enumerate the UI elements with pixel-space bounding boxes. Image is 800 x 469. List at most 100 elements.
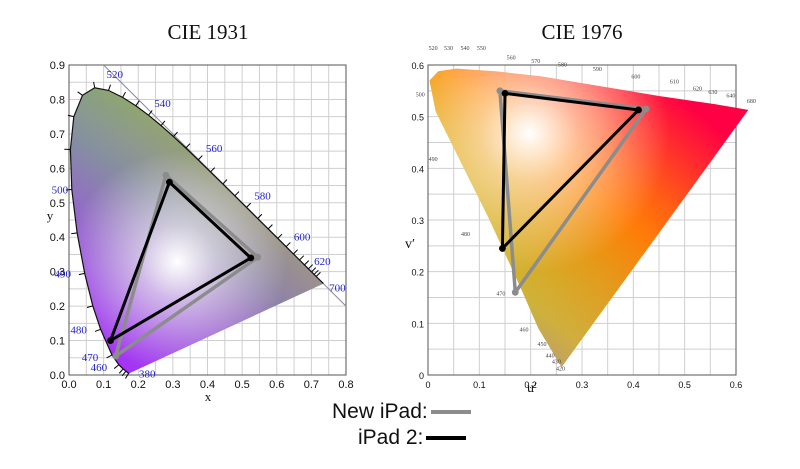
cie1976-wavelength-label-480: 480 <box>461 232 470 238</box>
cie1931-locus-tick <box>285 242 291 248</box>
cie1931-y-tick-label: 0.3 <box>50 267 65 279</box>
cie1931-locus-tick <box>71 232 78 235</box>
cie1931-x-tick-label: 0.0 <box>61 379 76 391</box>
cie1931-wavelength-label-580: 580 <box>254 190 271 202</box>
cie1931-vertex-ipad-2-1 <box>247 254 255 262</box>
cie1976-wavelength-label-630: 630 <box>708 90 717 96</box>
cie1976-x-axis-label: u′ <box>527 381 537 396</box>
cie1931-x-axis-label: x <box>205 389 212 404</box>
cie1931-wavelength-label-470: 470 <box>82 352 99 364</box>
cie1931-locus-tick <box>173 131 178 137</box>
cie1931-locus-tick <box>197 155 203 161</box>
legend-label-ipad-2: iPad 2: <box>358 426 424 449</box>
legend-swatch-ipad-2 <box>426 436 467 440</box>
cie1931-locus-tick <box>135 100 140 107</box>
cie1931-y-tick-label: 0.9 <box>50 60 65 72</box>
cie1931-x-tick-label: 0.1 <box>96 379 111 391</box>
cie1976-vertex-ipad-2-2 <box>499 245 506 252</box>
cie1931-locus-tick <box>113 364 120 369</box>
cie1976-wavelength-label-590: 590 <box>593 67 602 73</box>
cie1931-locus-tick <box>315 271 321 277</box>
cie1931-locus-tick <box>313 269 319 275</box>
legend-entry-ipad-2: iPad 2: <box>358 426 467 450</box>
cie1931-locus-tick <box>108 84 111 91</box>
cie1976-x-tick-label: 0.5 <box>678 380 691 390</box>
cie1931-vertex-ipad-2-0 <box>166 178 173 186</box>
cie1931-vertex-new-ipad-1 <box>254 253 262 261</box>
cie1931-locus-tick <box>118 368 124 374</box>
cie1931-locus-tick <box>308 264 314 270</box>
cie1976-wavelength-label-490: 490 <box>429 157 438 163</box>
cie1976-y-tick-label: 0.3 <box>411 216 424 226</box>
cie1976-y-tick-label: 0.1 <box>411 319 424 329</box>
cie1976-vertex-new-ipad-1 <box>642 105 650 113</box>
cie1976-x-tick-label: 0.2 <box>524 380 537 390</box>
cie1976-wavelength-label-550: 550 <box>477 46 486 52</box>
cie1931-y-axis-label: y <box>47 208 54 223</box>
cie1931-y-tick-label: 0.4 <box>50 232 65 244</box>
cie1976-wavelength-label-540: 540 <box>460 46 469 52</box>
cie1931-title: CIE 1931 <box>167 20 248 44</box>
cie1931-x-tick-label: 0.5 <box>234 379 249 391</box>
cie1976-wavelength-label-460: 460 <box>519 328 528 334</box>
cie1976-y-tick-label: 0.6 <box>411 61 424 71</box>
cie1931-locus-tick <box>222 179 228 185</box>
cie1931-wavelength-label-460: 460 <box>91 362 108 374</box>
cie1976-x-tick-label: 0.3 <box>576 380 589 390</box>
legend-swatch-new-ipad <box>430 410 471 414</box>
cie1931-locus-tick <box>160 120 166 126</box>
cie1976-y-tick-label: 0.4 <box>411 164 424 174</box>
cie1931-plot-frame <box>68 64 347 376</box>
cie1931-locus-tick <box>267 224 273 230</box>
cie1976-vertex-ipad-2-1 <box>635 106 642 114</box>
cie1976-wavelength-label-500: 500 <box>416 93 425 99</box>
cie1976-wavelength-label-440: 440 <box>546 354 555 360</box>
cie1931-wavelength-label-500: 500 <box>52 185 69 197</box>
cie1976-wavelength-label-430: 430 <box>552 360 561 366</box>
cie1931-wavelength-label-540: 540 <box>154 98 171 110</box>
legend-entry-new-ipad: New iPad: <box>332 400 471 424</box>
cie1976-vertex-new-ipad-0 <box>496 87 504 95</box>
cie1976-wavelength-label-470: 470 <box>496 292 505 298</box>
cie1931-locus-tick <box>185 143 191 149</box>
cie1931-locus-tick <box>311 267 317 273</box>
cie1931-locus-tick <box>246 202 252 208</box>
cie1976-wavelength-label-520: 520 <box>429 46 438 52</box>
cie1976-wavelength-label-610: 610 <box>670 80 679 86</box>
cie1976-y-tick-label: 0 <box>419 371 424 381</box>
cie1931-vertex-new-ipad-0 <box>162 171 170 179</box>
cie1931-wavelength-label-700: 700 <box>329 283 346 295</box>
cie1976-x-tick-label: 0.6 <box>730 380 743 390</box>
cie1931-wavelength-label-480: 480 <box>70 324 87 336</box>
cie1976-y-axis-label: v′ <box>405 237 415 252</box>
cie1976-wavelength-label-560: 560 <box>507 55 516 61</box>
cie1931-y-tick-label: 0.6 <box>50 163 65 175</box>
cie1976-x-tick-label: 0.4 <box>627 380 640 390</box>
cie1931-x-tick-label: 0.2 <box>131 379 146 391</box>
cie1931-wavelength-label-620: 620 <box>314 256 331 268</box>
cie1931-locus-tick <box>122 91 126 98</box>
cie1931-locus-tick <box>210 167 216 173</box>
cie1931-y-tick-label: 0.8 <box>50 94 65 106</box>
cie1931-locus-tick <box>121 370 127 377</box>
cie1976-vertex-new-ipad-2 <box>511 288 519 296</box>
cie1931-y-tick-label: 0.7 <box>50 129 65 141</box>
cie1976-triangle-new-ipad <box>498 89 648 295</box>
cie1976-wavelength-label-680: 680 <box>747 99 756 105</box>
cie1931-locus-tick <box>299 255 305 261</box>
cie1976-wavelength-label-580: 580 <box>558 63 567 69</box>
cie1931-y-tick-label: 0.0 <box>50 370 65 382</box>
cie1931-x-tick-label: 0.8 <box>338 379 353 391</box>
cie1931-x-tick-label: 0.4 <box>200 379 215 391</box>
cie1976-x-tick-label: 0.1 <box>473 380 486 390</box>
cie1931-triangle-ipad-2 <box>109 180 253 343</box>
cie1931-locus-tick <box>86 305 93 308</box>
cie1931-y-tick-label: 0.5 <box>50 198 65 210</box>
cie1931-x-tick-label: 0.7 <box>304 379 319 391</box>
cie1931-locus-tick <box>148 110 153 116</box>
cie1931-locus-tick <box>257 213 263 219</box>
cie1976-y-tick-label: 0.2 <box>411 268 424 278</box>
cie1931-locus-tick <box>67 114 74 118</box>
